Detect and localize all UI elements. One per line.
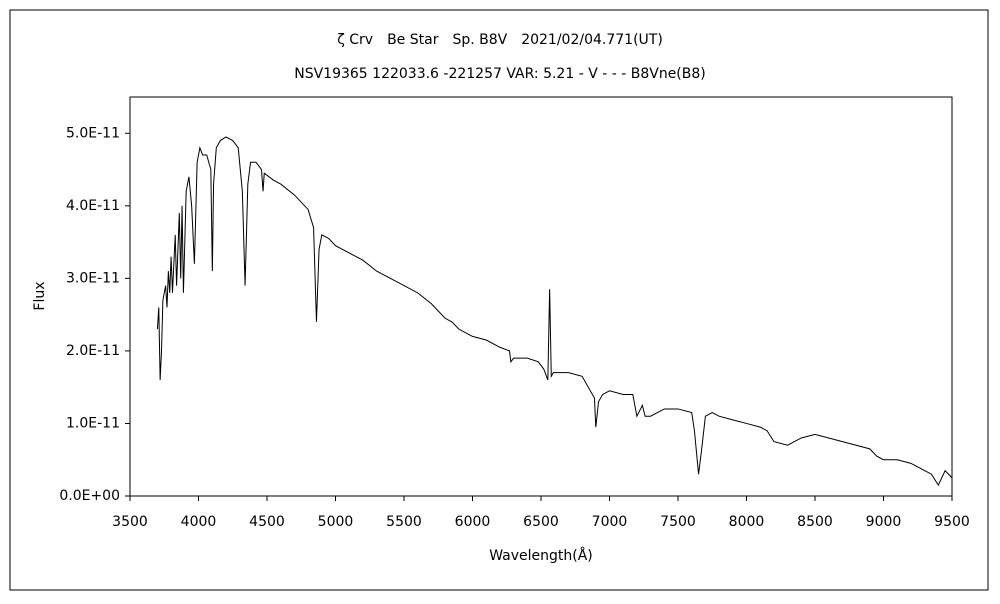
- x-tick-label: 3500: [112, 514, 148, 530]
- x-tick-label: 6000: [455, 514, 491, 530]
- y-axis-label: Flux: [32, 281, 48, 310]
- spectrum-line: [156, 136, 953, 487]
- x-axis-label: Wavelength(Å): [489, 547, 593, 564]
- y-tick-label: 3.0E-11: [66, 270, 120, 286]
- y-tick-label: 4.0E-11: [66, 198, 120, 214]
- x-tick-label: 5500: [386, 514, 422, 530]
- x-tick-label: 4500: [249, 514, 285, 530]
- x-tick-label: 6500: [523, 514, 559, 530]
- x-tick-label: 4000: [181, 514, 217, 530]
- chart-subtitle: NSV19365 122033.6 -221257 VAR: 5.21 - V …: [294, 66, 706, 82]
- x-tick-label: 5000: [318, 514, 354, 530]
- x-tick-label: 8500: [797, 514, 833, 530]
- x-tick-label: 7000: [592, 514, 628, 530]
- y-tick-label: 5.0E-11: [66, 125, 120, 141]
- y-tick-label: 0.0E+00: [59, 488, 120, 504]
- x-tick-label: 9500: [934, 514, 970, 530]
- x-tick-label: 8000: [729, 514, 765, 530]
- chart-title: ζ Crv Be Star Sp. B8V 2021/02/04.771(UT): [337, 32, 663, 48]
- y-tick-label: 1.0E-11: [66, 415, 120, 431]
- y-tick-label: 2.0E-11: [66, 343, 120, 359]
- x-tick-label: 7500: [660, 514, 696, 530]
- x-tick-label: 9000: [866, 514, 902, 530]
- frame: [9, 9, 989, 591]
